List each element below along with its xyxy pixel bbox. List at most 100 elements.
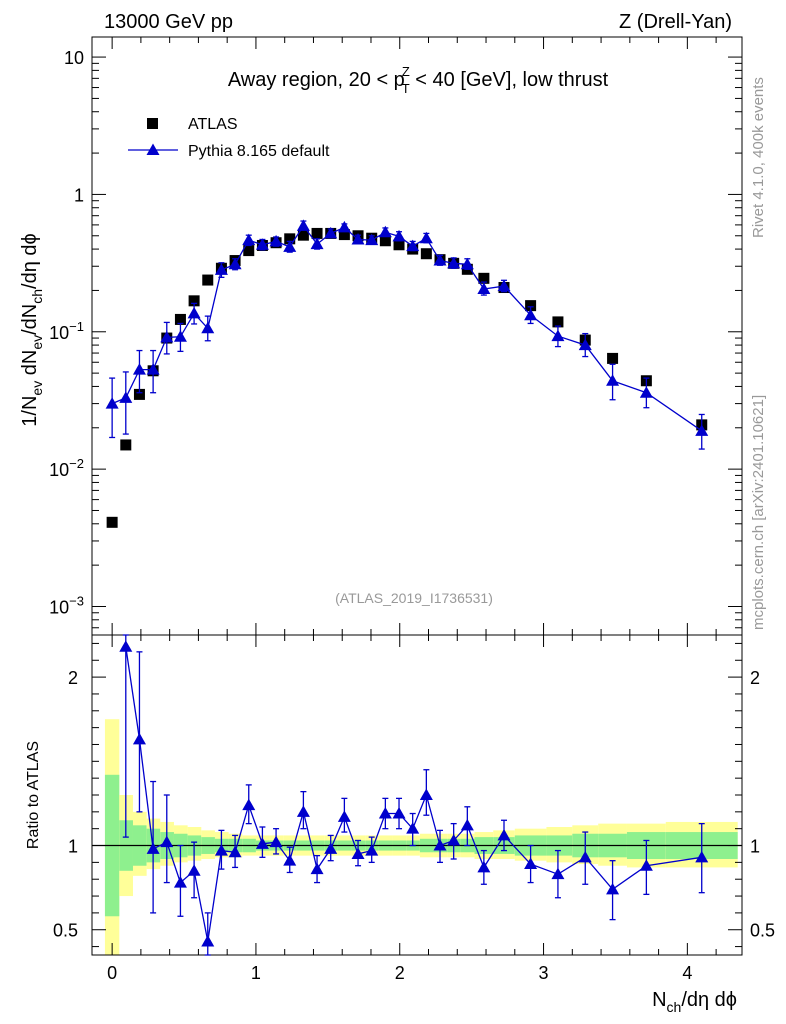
ratio-pythia-point bbox=[351, 847, 365, 859]
atlas-point bbox=[133, 388, 145, 400]
pythia-point bbox=[269, 234, 283, 247]
ratio-y-tick-label-right: 2 bbox=[750, 668, 760, 688]
pythia-point bbox=[551, 329, 565, 342]
ratio-pythia-point bbox=[639, 859, 653, 871]
ratio-pythia-point bbox=[160, 835, 174, 848]
atlas-point bbox=[311, 227, 323, 239]
process-label: Z (Drell-Yan) bbox=[619, 11, 732, 33]
pythia-point bbox=[497, 279, 511, 292]
atlas-point bbox=[120, 439, 132, 451]
ratio-pythia-point bbox=[378, 807, 392, 819]
atlas-point bbox=[174, 313, 186, 325]
ratio-y-tick-label-right: 1 bbox=[750, 837, 760, 857]
ratio-pythia-point bbox=[201, 935, 215, 947]
ratio-y-tick-label-right: 0.5 bbox=[750, 921, 775, 941]
pythia-point bbox=[639, 386, 653, 398]
main-y-tick-label: 10−3 bbox=[49, 593, 84, 617]
pythia-point bbox=[578, 338, 592, 351]
pythia-point bbox=[201, 321, 215, 334]
ratio-pythia-point bbox=[242, 798, 256, 811]
ratio-frame bbox=[91, 634, 743, 956]
pythia-point bbox=[242, 233, 256, 246]
atlas-point bbox=[243, 245, 255, 257]
atlas-point bbox=[106, 516, 118, 528]
main-panel: 10−3 10−2 10−1 1 10 Away region, 20 < pZ T < … bbox=[19, 36, 743, 636]
site-label: mcplots.cern.ch [arXiv:2401.10621] bbox=[750, 395, 767, 630]
atlas-point bbox=[420, 248, 432, 260]
pythia-point bbox=[119, 391, 133, 403]
analysis-watermark: (ATLAS_2019_I1736531) bbox=[335, 590, 493, 606]
ratio-pythia-point bbox=[606, 882, 620, 895]
rivet-label: Rivet 4.1.0, 400k events bbox=[750, 77, 767, 238]
ratio-pythia-point bbox=[365, 844, 379, 856]
pythia-point bbox=[365, 233, 379, 246]
ratio-pythia-point bbox=[119, 640, 133, 652]
x-tick-label: 1 bbox=[251, 963, 261, 983]
pythia-point bbox=[695, 424, 709, 436]
legend-atlas-label: ATLAS bbox=[188, 116, 238, 133]
pythia-point bbox=[310, 237, 324, 250]
atlas-point bbox=[188, 295, 200, 307]
ratio-pythia-point bbox=[419, 788, 433, 800]
pythia-point bbox=[524, 308, 538, 321]
main-y-tick-label: 1 bbox=[74, 185, 84, 205]
ratio-pythia-point bbox=[146, 842, 160, 854]
ratio-pythia-point bbox=[406, 822, 420, 834]
atlas-point bbox=[478, 272, 490, 284]
x-tick-label: 3 bbox=[539, 963, 549, 983]
pythia-point bbox=[146, 363, 160, 375]
ratio-pythia-point bbox=[497, 828, 511, 841]
ratio-pythia-point bbox=[695, 850, 709, 863]
pythia-point bbox=[228, 257, 242, 270]
ratio-pythia-point bbox=[214, 844, 228, 856]
pythia-point bbox=[433, 254, 447, 266]
ratio-pythia-point bbox=[187, 864, 201, 876]
ratio-pythia-point bbox=[324, 842, 338, 854]
energy-label: 13000 GeV pp bbox=[104, 11, 233, 33]
pythia-point bbox=[606, 374, 620, 386]
atlas-point bbox=[525, 300, 537, 312]
ratio-pythia-point bbox=[337, 810, 351, 822]
atlas-point bbox=[297, 229, 309, 241]
ratio-pythia-point bbox=[228, 845, 242, 858]
ratio-pythia-point bbox=[283, 854, 297, 866]
ratio-y-tick-label: 1 bbox=[68, 837, 78, 857]
ratio-panel: 0 1 2 3 4 0.5 0.5 1 1 2 2 Ratio to ATLAS bbox=[25, 634, 775, 983]
pythia-point bbox=[392, 229, 406, 242]
atlas-point bbox=[552, 316, 564, 328]
ratio-pythia-point bbox=[524, 857, 538, 870]
ratio-y-label: Ratio to ATLAS bbox=[25, 741, 42, 849]
ratio-pythia-point bbox=[447, 833, 461, 846]
pythia-point bbox=[187, 306, 201, 319]
pythia-point bbox=[255, 238, 269, 250]
ratio-pythia-point bbox=[296, 805, 310, 817]
pythia-point bbox=[419, 231, 433, 244]
pythia-point bbox=[160, 330, 174, 343]
ratio-pythia-point bbox=[173, 876, 187, 888]
atlas-point bbox=[202, 274, 214, 286]
pythia-point bbox=[324, 226, 338, 239]
ratio-y-tick-label: 2 bbox=[68, 668, 78, 688]
ratio-pythia-point bbox=[460, 818, 474, 831]
pythia-point bbox=[296, 219, 310, 231]
x-tick-label: 4 bbox=[682, 963, 692, 983]
atlas-point bbox=[338, 229, 350, 241]
pythia-point bbox=[214, 263, 228, 275]
ratio-pythia-line bbox=[125, 646, 702, 942]
ratio-pythia-point bbox=[477, 860, 491, 873]
main-y-tick-label: 10 bbox=[64, 48, 84, 68]
legend-atlas-marker bbox=[147, 118, 158, 129]
ratio-pythia-point bbox=[551, 867, 565, 880]
pythia-point bbox=[447, 256, 461, 269]
pythia-point bbox=[283, 240, 297, 252]
atlas-point bbox=[393, 239, 405, 251]
x-axis-label: Nch/dη dϕ bbox=[652, 989, 737, 1015]
atlas-point bbox=[284, 233, 296, 245]
ratio-y-tick-label: 0.5 bbox=[53, 921, 78, 941]
ratio-pythia-point bbox=[433, 839, 447, 851]
pythia-point bbox=[406, 239, 420, 252]
chart-title: Away region, 20 < pZ T < 40 [GeV], low th… bbox=[228, 64, 609, 96]
pythia-point bbox=[173, 330, 187, 342]
ratio-pythia-point bbox=[310, 862, 324, 875]
